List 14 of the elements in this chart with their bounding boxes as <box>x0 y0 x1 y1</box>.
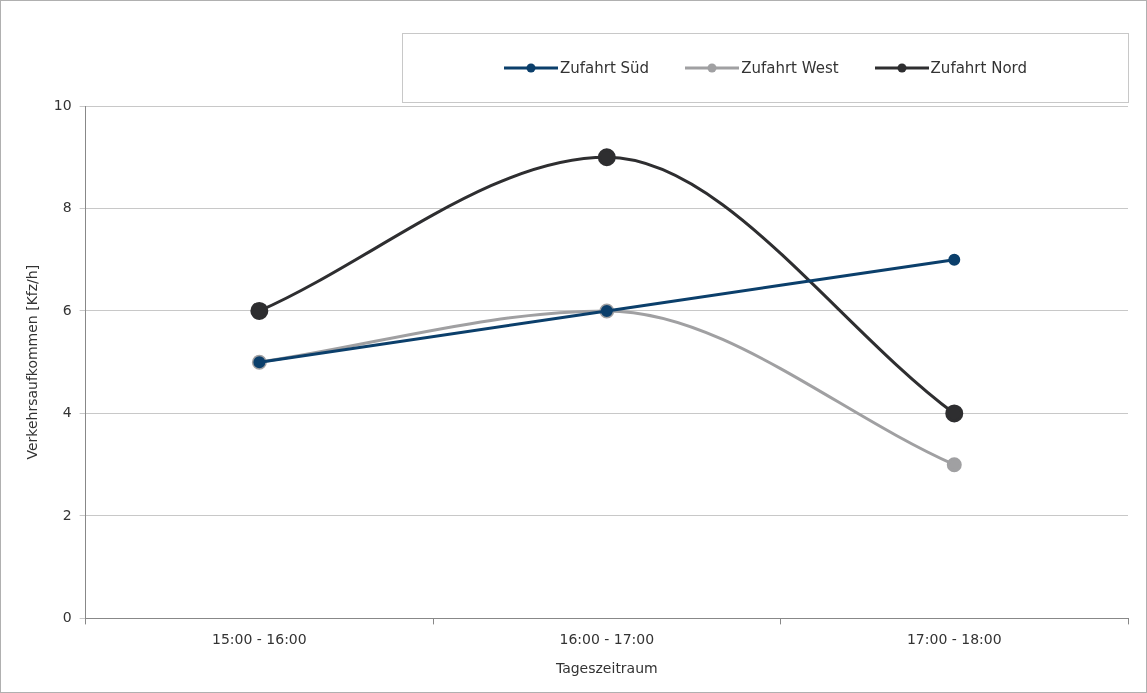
x-axis-title: Tageszeitraum <box>554 660 658 677</box>
legend-label: Zufahrt Süd <box>559 59 650 77</box>
x-tick-label: 15:00 - 16:00 <box>212 631 307 648</box>
y-axis-title: Verkehrsaufkommen [Kfz/h] <box>24 264 41 460</box>
legend-label: Zufahrt West <box>741 59 839 77</box>
y-tick-label: 2 <box>62 506 72 523</box>
y-tick-label: 8 <box>62 199 72 216</box>
y-tick-label: 6 <box>62 301 72 318</box>
x-tick-label: 16:00 - 17:00 <box>559 631 655 648</box>
y-tick-label: 4 <box>62 404 72 421</box>
x-tick-label: 17:00 - 18:00 <box>906 631 1002 648</box>
y-tick-label: 0 <box>62 609 72 626</box>
legend-label: Zufahrt Nord <box>930 59 1027 77</box>
y-tick-label: 10 <box>53 96 72 113</box>
